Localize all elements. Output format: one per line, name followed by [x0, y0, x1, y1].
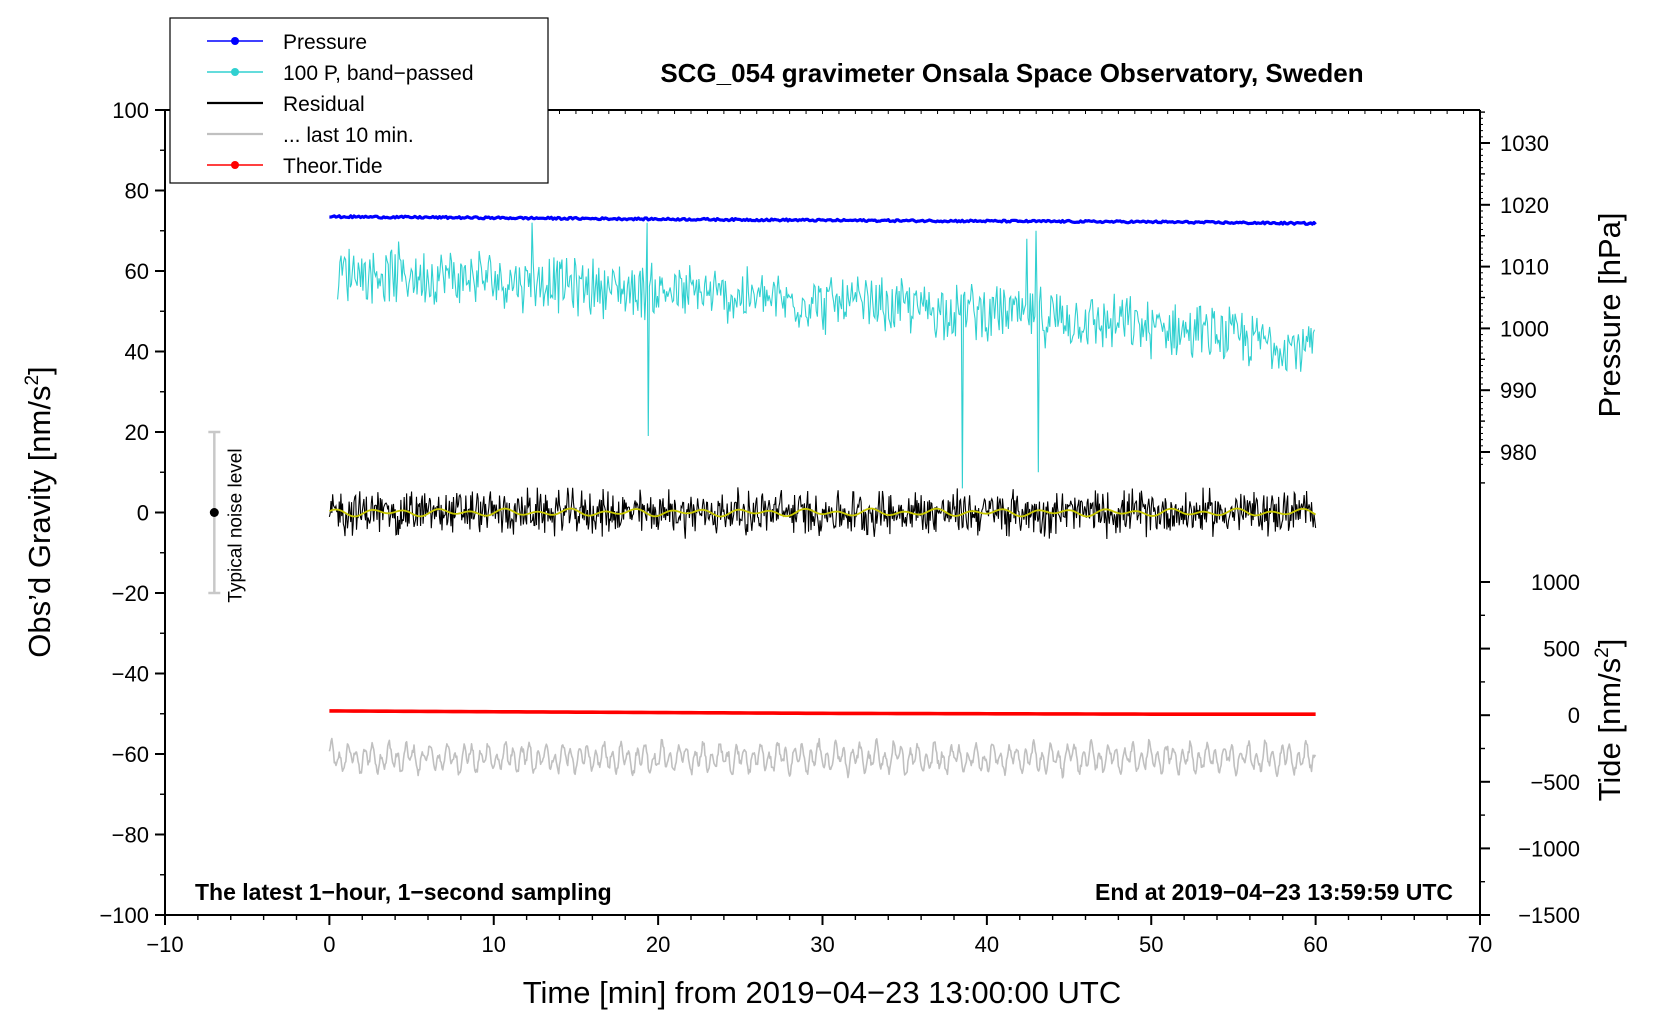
pressure-tick-label: 1030	[1500, 131, 1549, 156]
x-tick-label: 10	[482, 932, 506, 957]
pressure-tick-label: 1010	[1500, 255, 1549, 280]
legend-label: Pressure	[283, 31, 367, 54]
y-tick-label: −20	[112, 581, 149, 606]
legend-swatch-marker	[231, 161, 239, 169]
x-tick-label: 0	[323, 932, 335, 957]
noise-label: Typical noise level	[225, 448, 246, 602]
legend: Pressure 100 P, band−passed Residual ... la…	[169, 17, 549, 184]
tide-tick-label: −500	[1530, 770, 1580, 795]
y-tick-label: 0	[137, 501, 149, 526]
y-axis-label-left: Obs’d Gravity [nm/s2]	[22, 366, 57, 657]
x-tick-label: 40	[975, 932, 999, 957]
pressure-tick-label: 980	[1500, 440, 1537, 465]
y-axis-label-tide-close: ]	[1592, 639, 1627, 648]
noise-bar-center-dot	[209, 508, 219, 517]
x-tick-label: 50	[1139, 932, 1163, 957]
x-tick-label: 60	[1303, 932, 1327, 957]
y-tick-label: −40	[112, 662, 149, 687]
legend-label: ... last 10 min.	[283, 124, 414, 147]
y-axis-label-tide-sup: 2	[1592, 647, 1613, 658]
series-band-passed-pressure	[337, 222, 1315, 489]
tide-tick-label: −1000	[1518, 836, 1580, 861]
y-axis-label-pressure: Pressure [hPa]	[1592, 212, 1627, 417]
y-axis-label-tide: Tide [nm/s2]	[1592, 639, 1627, 802]
legend-label: Residual	[283, 93, 365, 116]
y-tick-label: 60	[125, 259, 149, 284]
pressure-tick-label: 1000	[1500, 316, 1549, 341]
noise-level-indicator: Typical noise level	[208, 430, 246, 603]
y-tick-label: −60	[112, 742, 149, 767]
x-tick-label: 20	[646, 932, 670, 957]
tide-tick-label: 0	[1568, 703, 1580, 728]
y-tick-label: 80	[125, 179, 149, 204]
legend-box	[169, 17, 549, 184]
series-theoretical-tide	[329, 709, 1316, 716]
tide-tick-label: 1000	[1531, 570, 1580, 595]
pressure-tick-label: 1020	[1500, 193, 1549, 218]
x-tick-label: 30	[810, 932, 834, 957]
series-residual-smoothed	[329, 507, 1317, 518]
annotation-right: End at 2019−04−23 13:59:59 UTC	[1095, 879, 1453, 905]
y-axis-label-left-sup: 2	[22, 375, 43, 386]
y-axis-label-tide-text: Tide [nm/s	[1592, 658, 1627, 802]
y-axis-label-left-text: Obs’d Gravity [nm/s	[22, 386, 57, 658]
legend-swatch-marker	[231, 68, 239, 76]
pressure-tick-label: 990	[1500, 378, 1537, 403]
y-tick-label: −80	[112, 823, 149, 848]
series-last-10-min	[328, 737, 1317, 779]
legend-swatch-marker	[231, 37, 239, 45]
y-tick-label: 100	[112, 98, 149, 123]
y-tick-label: 20	[125, 420, 149, 445]
tide-tick-label: −1500	[1518, 903, 1580, 928]
y-tick-label: 40	[125, 340, 149, 365]
annotation-left: The latest 1−hour, 1−second sampling	[195, 879, 612, 905]
x-axis-label: Time [min] from 2019−04−23 13:00:00 UTC	[523, 975, 1122, 1010]
chart-title: SCG_054 gravimeter Onsala Space Observat…	[660, 58, 1363, 88]
x-tick-label: −10	[146, 932, 183, 957]
series-pressure	[329, 214, 1317, 226]
x-tick-label: 70	[1468, 932, 1492, 957]
y-axis-label-left-close: ]	[22, 366, 57, 375]
legend-label: 100 P, band−passed	[283, 62, 474, 85]
legend-label: Theor.Tide	[283, 155, 383, 178]
tide-tick-label: 500	[1543, 637, 1580, 662]
y-tick-label: −100	[99, 903, 149, 928]
series-residual	[328, 487, 1317, 540]
